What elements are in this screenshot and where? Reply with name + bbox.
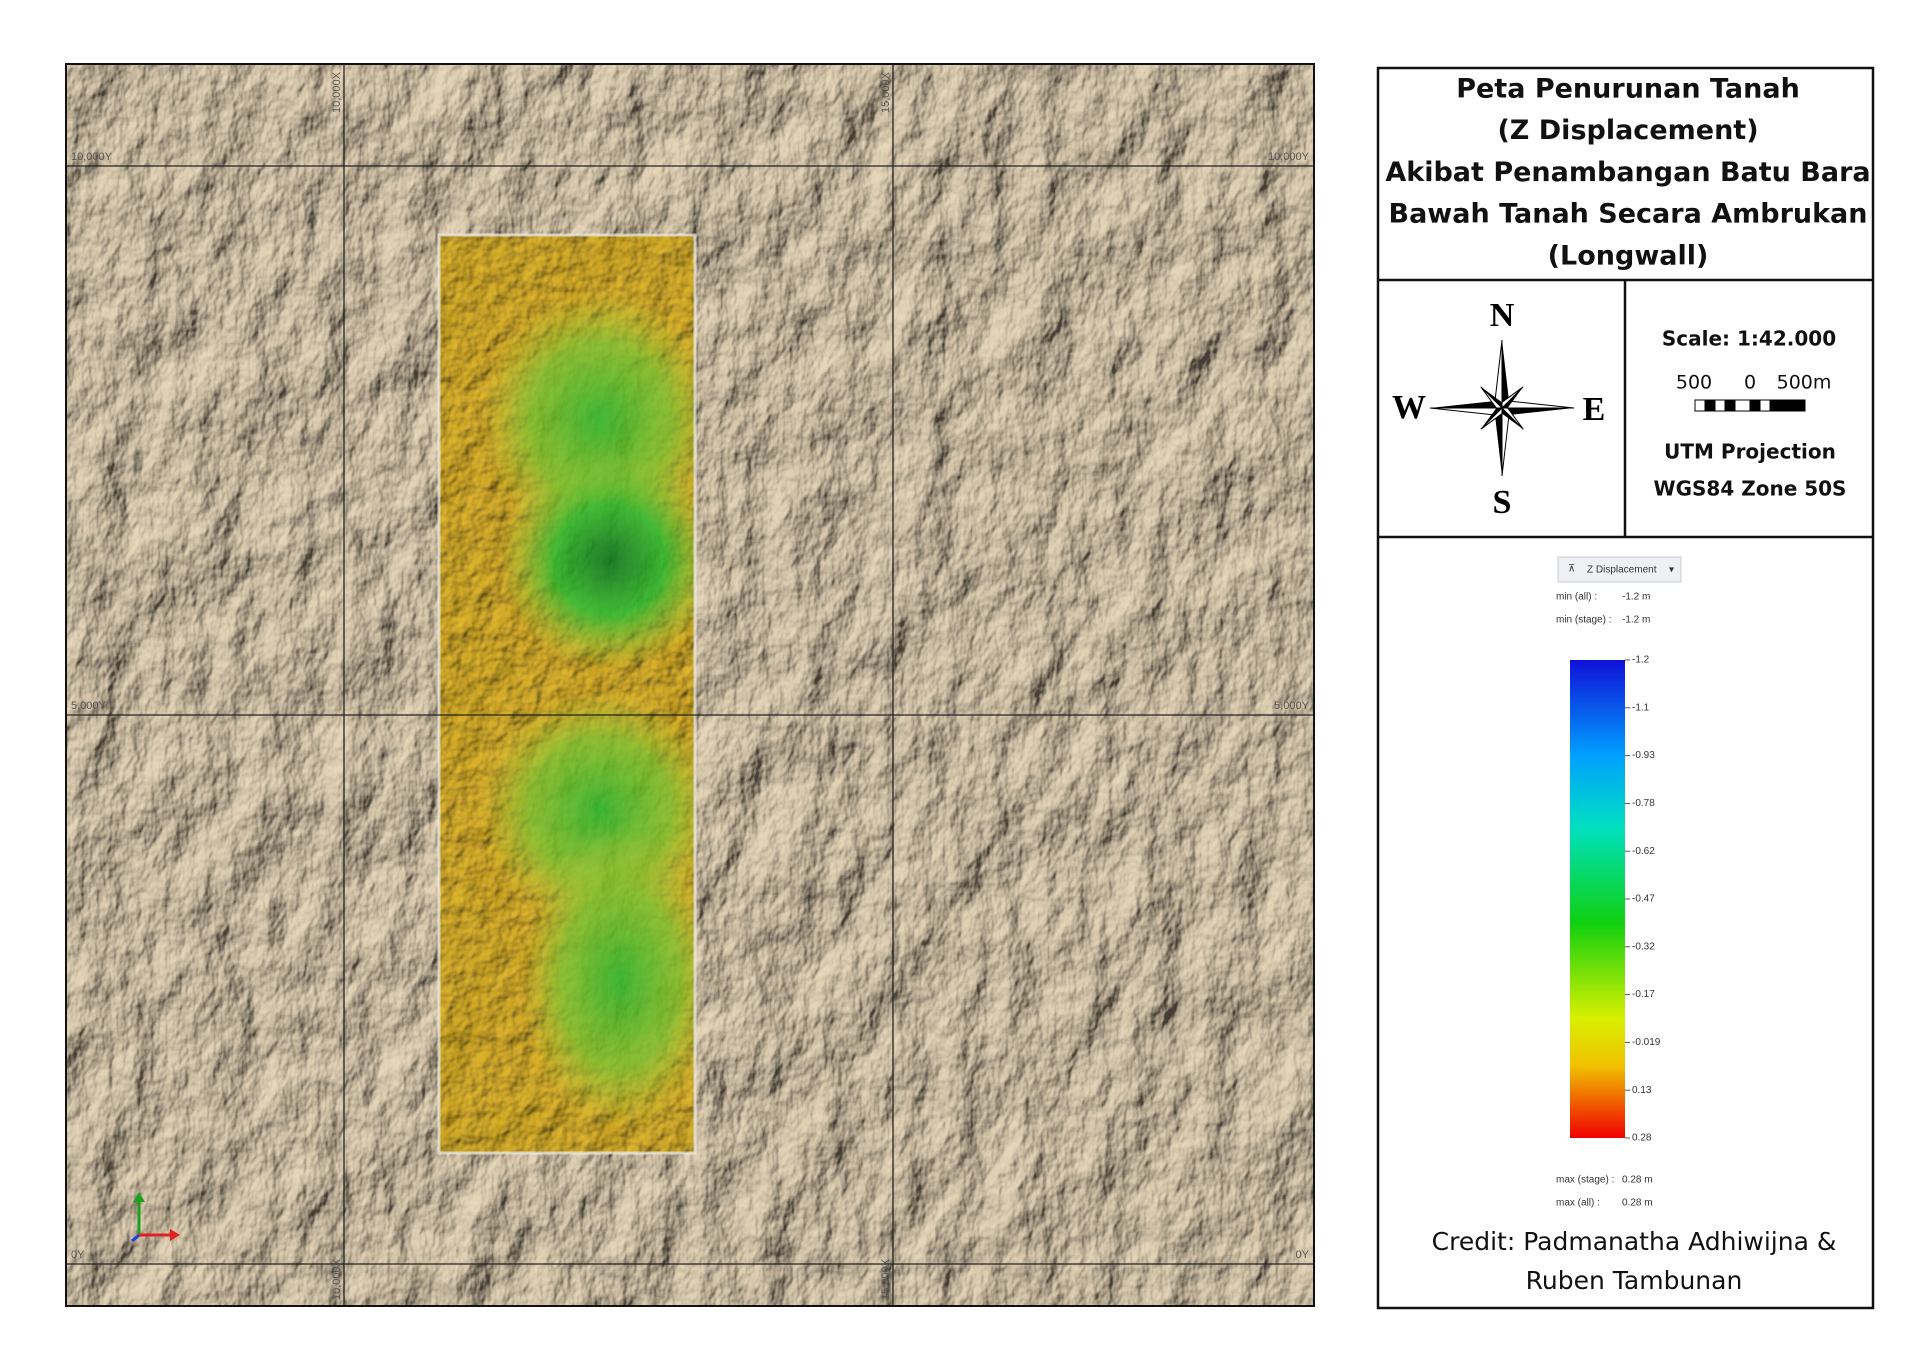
scale-label: 500m xyxy=(1777,372,1832,394)
color-tick-label: -0.78 xyxy=(1632,798,1655,809)
credit: Ruben Tambunan xyxy=(1526,1266,1743,1295)
scale-bar xyxy=(1694,399,1806,412)
axis-triad xyxy=(131,1192,180,1243)
color-tick-label: -0.93 xyxy=(1632,750,1655,761)
map-frame: 10,000X 10,000X 15,000X 15,000X 10,000Y 10,00… xyxy=(65,63,1315,1307)
grid-y-label: 0Y xyxy=(71,1249,85,1261)
compass-rose xyxy=(1429,339,1575,477)
grid-x-label: 10,000X xyxy=(331,1258,343,1300)
legend-stat-value: 0.28 m xyxy=(1622,1175,1653,1186)
legend-dropdown[interactable] xyxy=(1557,556,1682,583)
dropdown-arrow: ▾ xyxy=(1669,565,1674,576)
legend-stat-value: -1.2 m xyxy=(1622,615,1650,626)
compass-e: E xyxy=(1583,391,1606,428)
subsidence-overlay xyxy=(439,235,695,1153)
legend-stat-label: max (all) : xyxy=(1556,1198,1600,1209)
grid-y-label: 0Y xyxy=(1296,1249,1310,1261)
grid xyxy=(66,64,1314,1306)
legend-panel xyxy=(1376,66,1875,1310)
legend-stat-value: -1.2 m xyxy=(1622,592,1650,603)
scale-label: 0 xyxy=(1744,372,1756,394)
color-tick-label: -0.17 xyxy=(1632,989,1655,1000)
grid-x-label: 15,000X xyxy=(880,71,892,113)
compass-s: S xyxy=(1493,484,1512,521)
grid-x-label: 10,000X xyxy=(331,71,343,113)
grid-x-label: 15,000X xyxy=(880,1258,892,1300)
legend-stat-value: 0.28 m xyxy=(1622,1198,1653,1209)
legend-stat-label: min (stage) : xyxy=(1556,615,1612,626)
grid-y-label: 5,000Y xyxy=(71,700,107,712)
title-line: (Longwall) xyxy=(1548,240,1709,271)
dropdown-icon: ⊼ xyxy=(1568,564,1575,575)
color-tick-label: 0.13 xyxy=(1632,1085,1652,1096)
color-tick-label: 0.28 xyxy=(1632,1133,1652,1144)
projection: WGS84 Zone 50S xyxy=(1654,477,1847,501)
color-tick-label: -0.47 xyxy=(1632,894,1655,905)
color-tick-label: -0.32 xyxy=(1632,941,1655,952)
compass-w: W xyxy=(1392,389,1426,426)
legend-stat-label: min (all) : xyxy=(1556,592,1597,603)
scale-label: 500 xyxy=(1676,372,1712,394)
credit: Credit: Padmanatha Adhiwijna & xyxy=(1432,1227,1837,1256)
grid-y-label: 10,000Y xyxy=(71,151,113,163)
legend-title: Z Displacement xyxy=(1587,565,1657,576)
grid-y-label: 5,000Y xyxy=(1274,700,1310,712)
legend-stat-label: max (stage) : xyxy=(1556,1175,1614,1186)
color-tick-label: -1.1 xyxy=(1632,702,1650,713)
projection: UTM Projection xyxy=(1664,440,1836,464)
compass-n: N xyxy=(1490,297,1515,334)
scale-text: Scale: 1:42.000 xyxy=(1662,327,1836,351)
grid-y-label: 10,000Y xyxy=(1268,151,1310,163)
title-line: Peta Penurunan Tanah xyxy=(1456,74,1800,105)
title-line: Akibat Penambangan Batu Bara xyxy=(1385,157,1870,188)
color-tick-label: -0.019 xyxy=(1632,1037,1661,1048)
color-bar xyxy=(1570,660,1625,1138)
title-line: Bawah Tanah Secara Ambrukan xyxy=(1388,199,1867,230)
color-tick-label: -0.62 xyxy=(1632,846,1655,857)
title-line: (Z Displacement) xyxy=(1497,115,1758,146)
color-tick-label: -1.2 xyxy=(1632,655,1650,666)
